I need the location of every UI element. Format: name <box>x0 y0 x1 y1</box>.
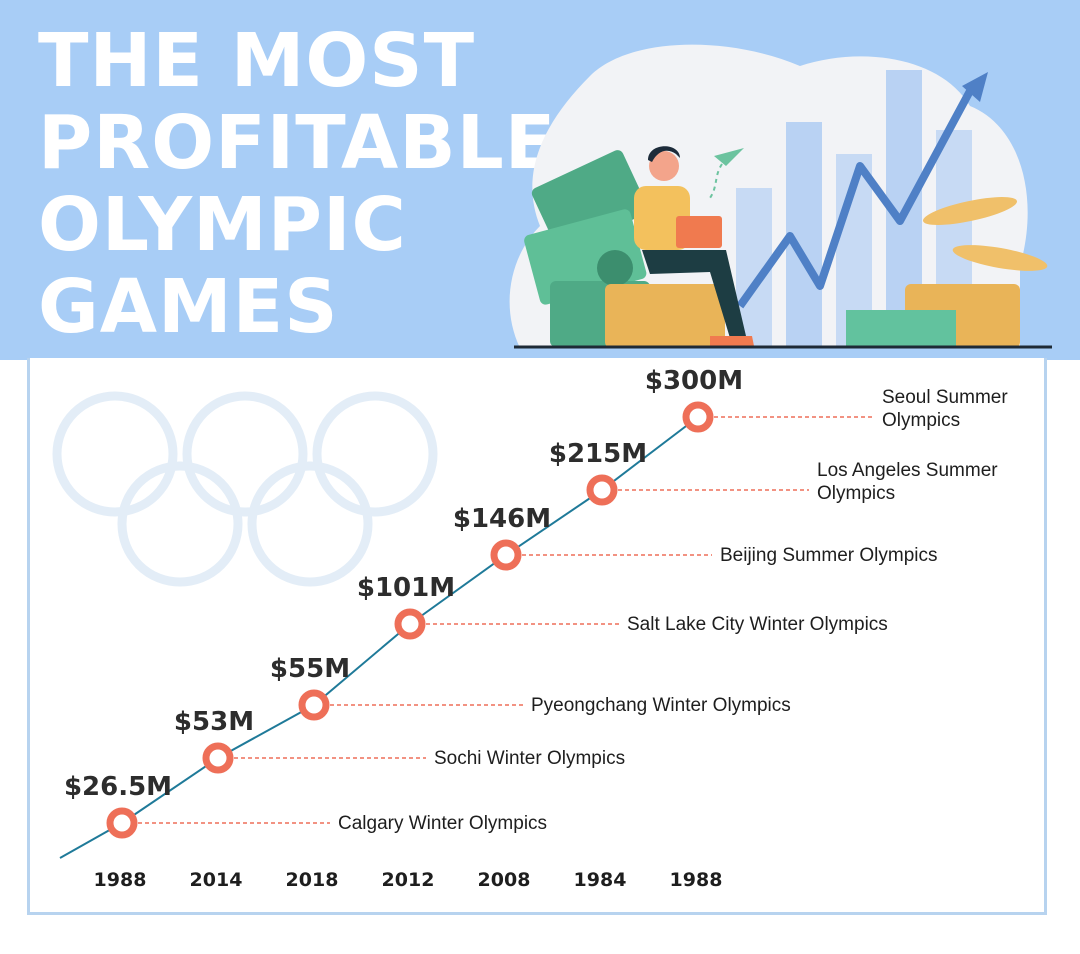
event-label-line: Olympics <box>817 483 895 504</box>
title-line-3: OLYMPIC <box>38 182 407 268</box>
paper-plane-icon <box>709 148 744 199</box>
x-tick-label: 1984 <box>574 869 627 891</box>
value-label: $53M <box>174 707 254 737</box>
event-label: Los Angeles Summer Olympics <box>817 460 998 504</box>
leader-lines <box>138 416 874 824</box>
trend-line-path <box>59 416 699 859</box>
x-tick-label: 2014 <box>190 869 243 891</box>
value-label: $26.5M <box>64 772 172 802</box>
finance-illustration <box>509 44 1052 349</box>
event-label: Pyeongchang Winter Olympics <box>531 695 791 716</box>
event-label-line: Pyeongchang Winter Olympics <box>531 695 791 716</box>
event-label-line: Los Angeles Summer <box>817 460 998 481</box>
chart-panel: $26.5M $53M $55M $101M $146M $215M $300M Calga… <box>27 358 1047 915</box>
event-label-line: Beijing Summer Olympics <box>720 545 938 566</box>
olympic-rings-icon <box>52 391 438 587</box>
person-with-laptop-icon <box>634 146 754 346</box>
data-point-marker <box>106 807 138 839</box>
event-labels: Calgary Winter Olympics Sochi Winter Olym… <box>338 387 1008 834</box>
x-tick-label: 1988 <box>94 869 147 891</box>
event-label: Salt Lake City Winter Olympics <box>627 614 888 635</box>
title-line-2: PROFITABLE <box>38 100 557 186</box>
value-label: $101M <box>357 573 455 603</box>
event-label: Beijing Summer Olympics <box>720 545 938 566</box>
event-label-line: Salt Lake City Winter Olympics <box>627 614 888 635</box>
event-label-line: Olympics <box>882 410 960 431</box>
line-chart: $26.5M $53M $55M $101M $146M $215M $300M Calga… <box>52 366 1008 891</box>
trend-line <box>59 416 699 859</box>
event-label: Calgary Winter Olympics <box>338 813 547 834</box>
data-point-marker <box>586 474 618 506</box>
data-point-marker <box>394 608 426 640</box>
event-label: Seoul Summer Olympics <box>882 387 1008 431</box>
x-axis-labels: 1988 2014 2018 2012 2008 1984 1988 <box>94 869 723 891</box>
event-label-line: Seoul Summer <box>882 387 1008 408</box>
x-tick-label: 2012 <box>382 869 435 891</box>
title-line-1: THE MOST <box>38 18 476 104</box>
data-markers <box>106 401 714 839</box>
value-labels: $26.5M $53M $55M $101M $146M $215M $300M <box>64 366 743 802</box>
data-point-marker <box>298 689 330 721</box>
value-label: $215M <box>549 439 647 469</box>
x-tick-label: 2018 <box>286 869 339 891</box>
event-label-line: Sochi Winter Olympics <box>434 748 625 769</box>
value-label: $146M <box>453 504 551 534</box>
data-point-marker <box>490 539 522 571</box>
header-banner: THE MOST PROFITABLE OLYMPIC GAMES <box>0 0 1080 360</box>
data-point-marker <box>202 742 234 774</box>
coin-stack-icon <box>605 197 1048 348</box>
rising-arrow-icon <box>736 72 988 309</box>
x-tick-label: 1988 <box>670 869 723 891</box>
value-label: $300M <box>645 366 743 396</box>
data-point-marker <box>682 401 714 433</box>
title-line-4: GAMES <box>38 264 339 350</box>
value-label: $55M <box>270 654 350 684</box>
x-tick-label: 2008 <box>478 869 531 891</box>
event-label: Sochi Winter Olympics <box>434 748 625 769</box>
event-label-line: Calgary Winter Olympics <box>338 813 547 834</box>
